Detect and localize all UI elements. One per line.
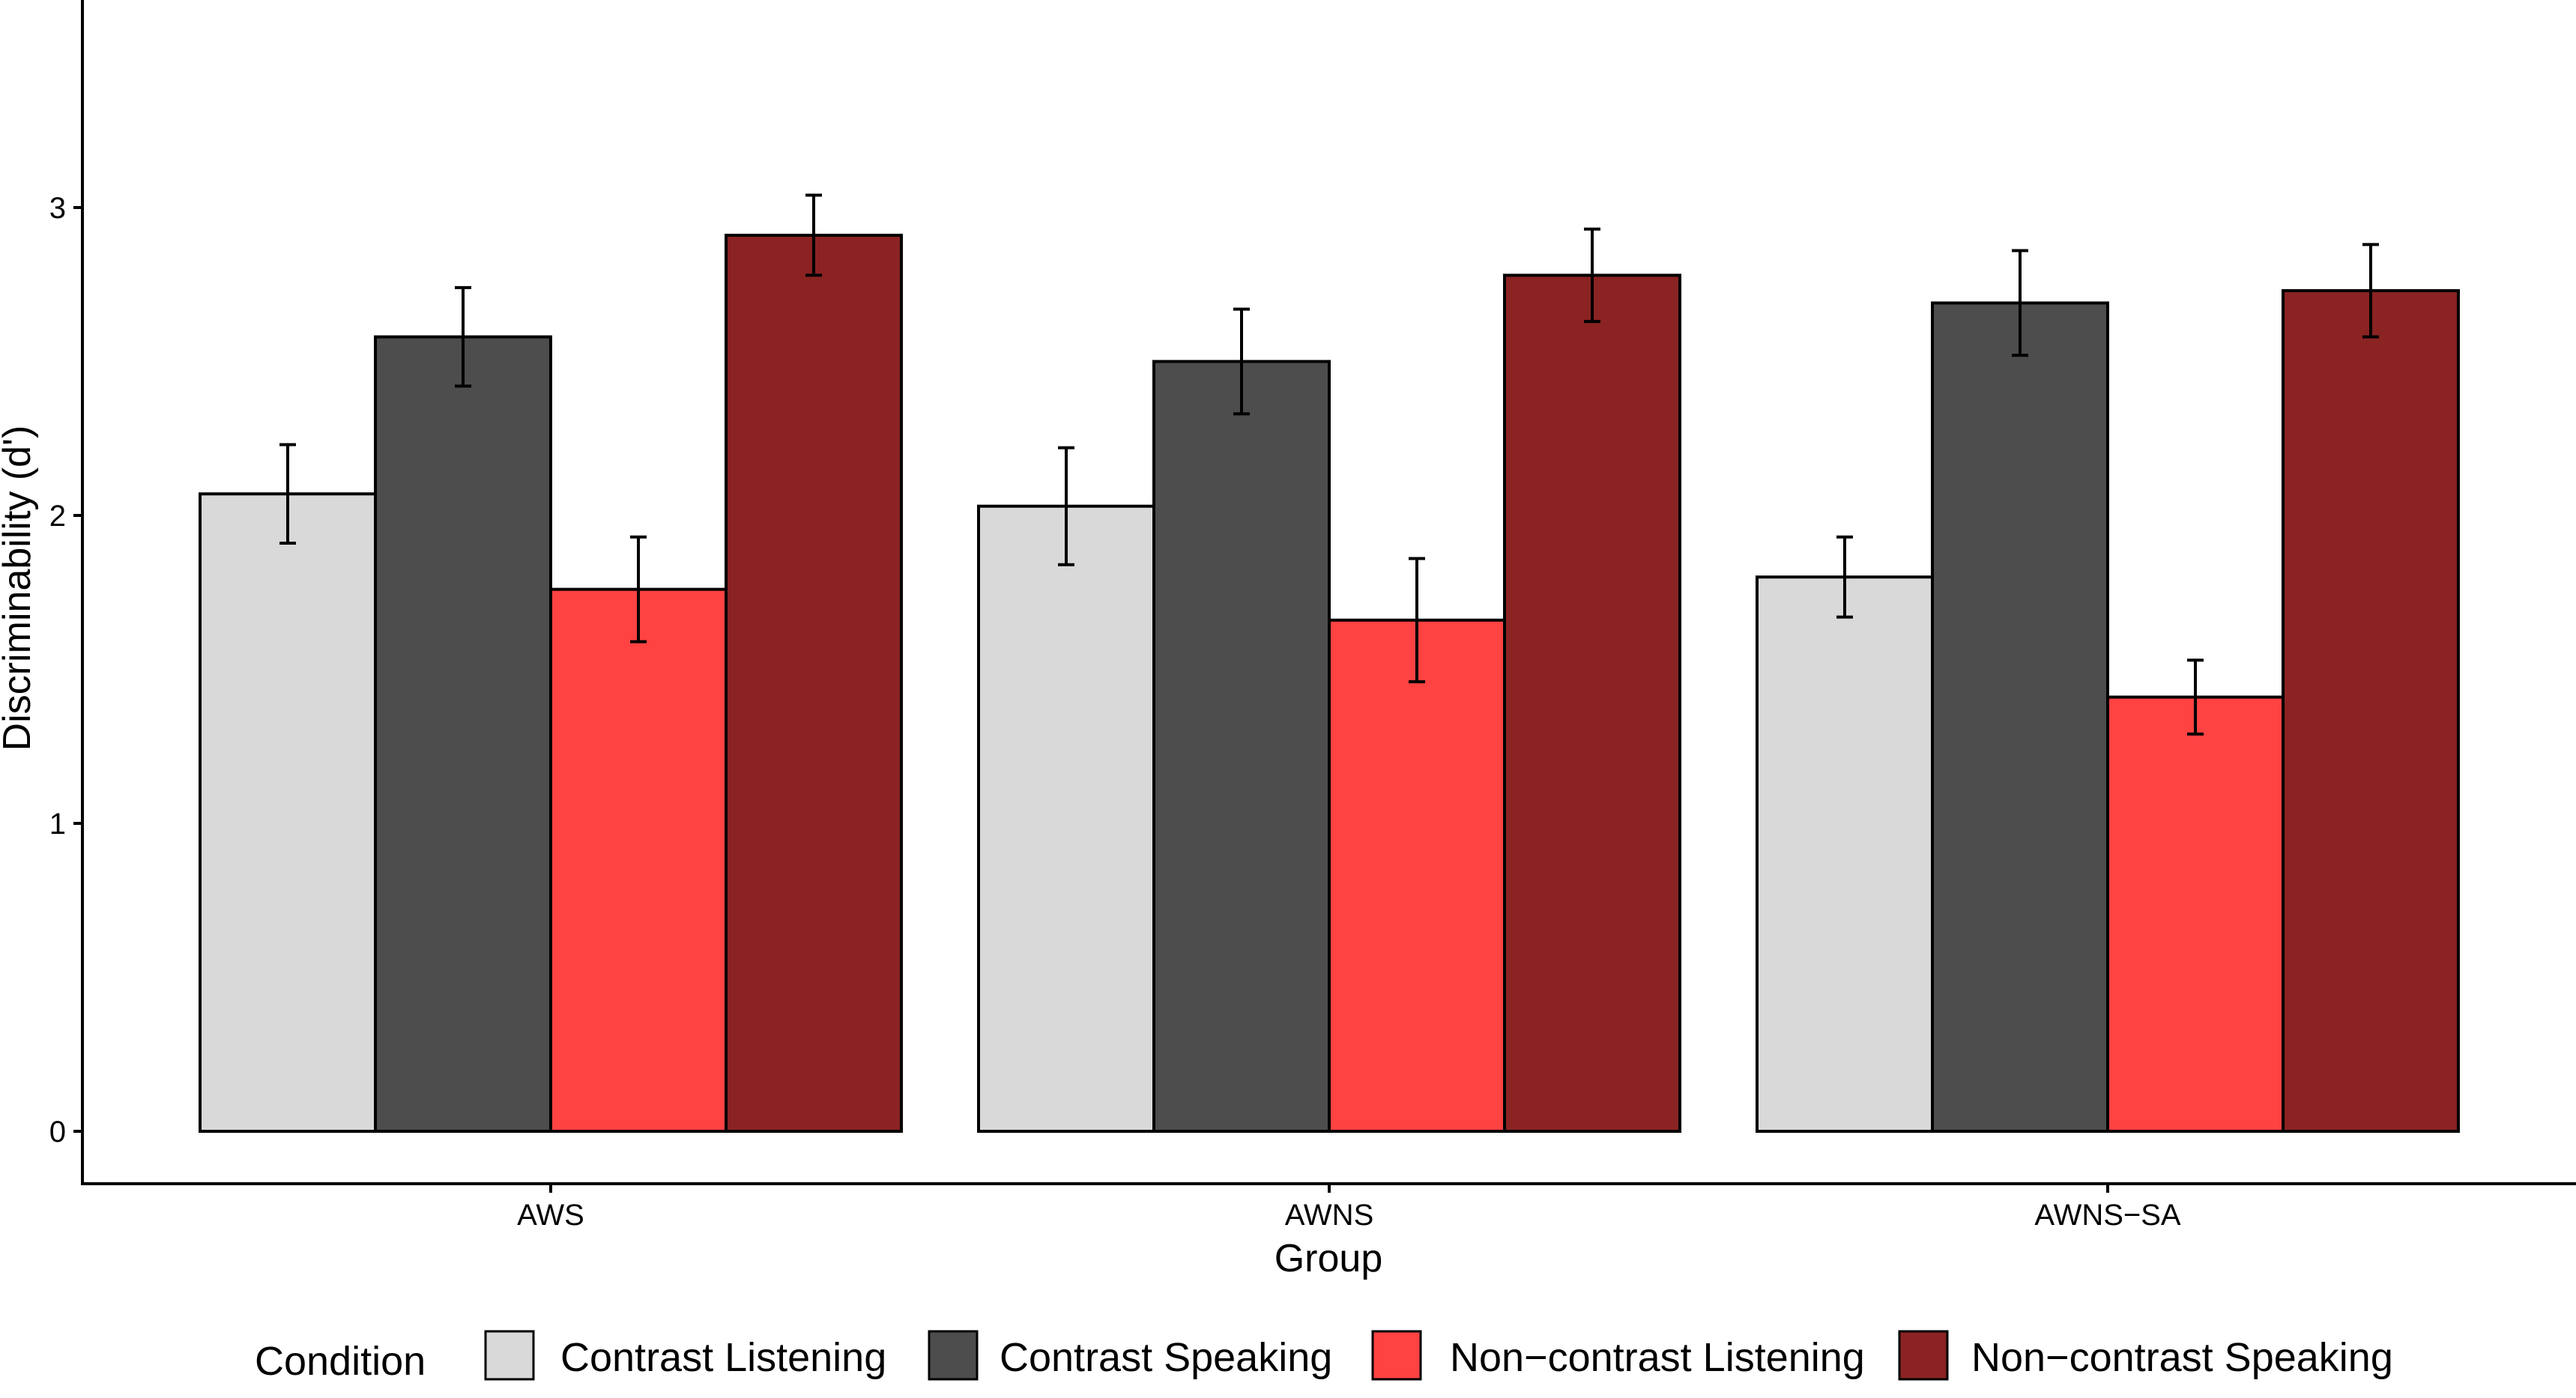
legend-label-0: Contrast Listening [560, 1335, 886, 1380]
legend-label-1: Contrast Speaking [1000, 1335, 1332, 1380]
bar-1-2 [1931, 301, 2109, 1133]
legend-label-3: Non−contrast Speaking [1971, 1335, 2393, 1380]
y-tick-label-3: 3 [49, 192, 66, 225]
y-axis-title: Discriminability (d') [0, 426, 39, 751]
error-bar-1-0 [455, 285, 471, 388]
bar-3-1 [1503, 273, 1681, 1133]
error-bar-1-2 [2012, 249, 2028, 357]
x-tick-label-2: AWNS−SA [2034, 1199, 2181, 1232]
bar-0-2 [1756, 575, 1934, 1133]
legend: Condition Contrast Listening Contrast Spe… [255, 1330, 2393, 1384]
error-bar-0-0 [279, 443, 296, 545]
error-bar-3-0 [805, 193, 822, 277]
bar-3-2 [2282, 288, 2460, 1134]
legend-title: Condition [255, 1339, 426, 1384]
bar-3-0 [725, 233, 903, 1133]
y-tick-label-2: 2 [49, 500, 66, 533]
bar-2-1 [1328, 618, 1506, 1133]
legend-key-3 [1898, 1330, 1949, 1381]
x-ticks-layer: AWS AWNS AWNS−SA [517, 1184, 2181, 1232]
error-bar-2-1 [1409, 557, 1425, 683]
legend-key-1 [928, 1330, 979, 1381]
error-bars-layer [279, 193, 2379, 736]
error-bar-0-2 [1836, 535, 1853, 619]
bar-1-1 [1152, 360, 1331, 1133]
error-bar-2-0 [630, 535, 647, 644]
x-tick-label-1: AWNS [1285, 1199, 1374, 1232]
bar-0-1 [977, 504, 1155, 1133]
y-ticks-layer: 0 1 2 3 [49, 192, 82, 1149]
x-tick-label-0: AWS [517, 1199, 584, 1232]
error-bar-2-2 [2187, 659, 2204, 736]
error-bar-3-2 [2362, 243, 2379, 339]
legend-label-2: Non−contrast Listening [1450, 1335, 1865, 1380]
bars-layer [199, 233, 2460, 1134]
bar-0-0 [199, 492, 377, 1133]
y-tick-label-0: 0 [49, 1116, 66, 1149]
bar-1-0 [374, 335, 552, 1133]
legend-key-0 [484, 1330, 535, 1381]
x-axis-title: Group [1275, 1237, 1383, 1280]
legend-key-2 [1371, 1330, 1422, 1381]
error-bar-1-1 [1233, 307, 1250, 416]
bar-2-0 [549, 587, 728, 1133]
error-bar-3-1 [1584, 227, 1600, 324]
y-tick-label-1: 1 [49, 808, 66, 841]
bar-2-2 [2106, 695, 2285, 1133]
error-bar-0-1 [1058, 446, 1074, 566]
